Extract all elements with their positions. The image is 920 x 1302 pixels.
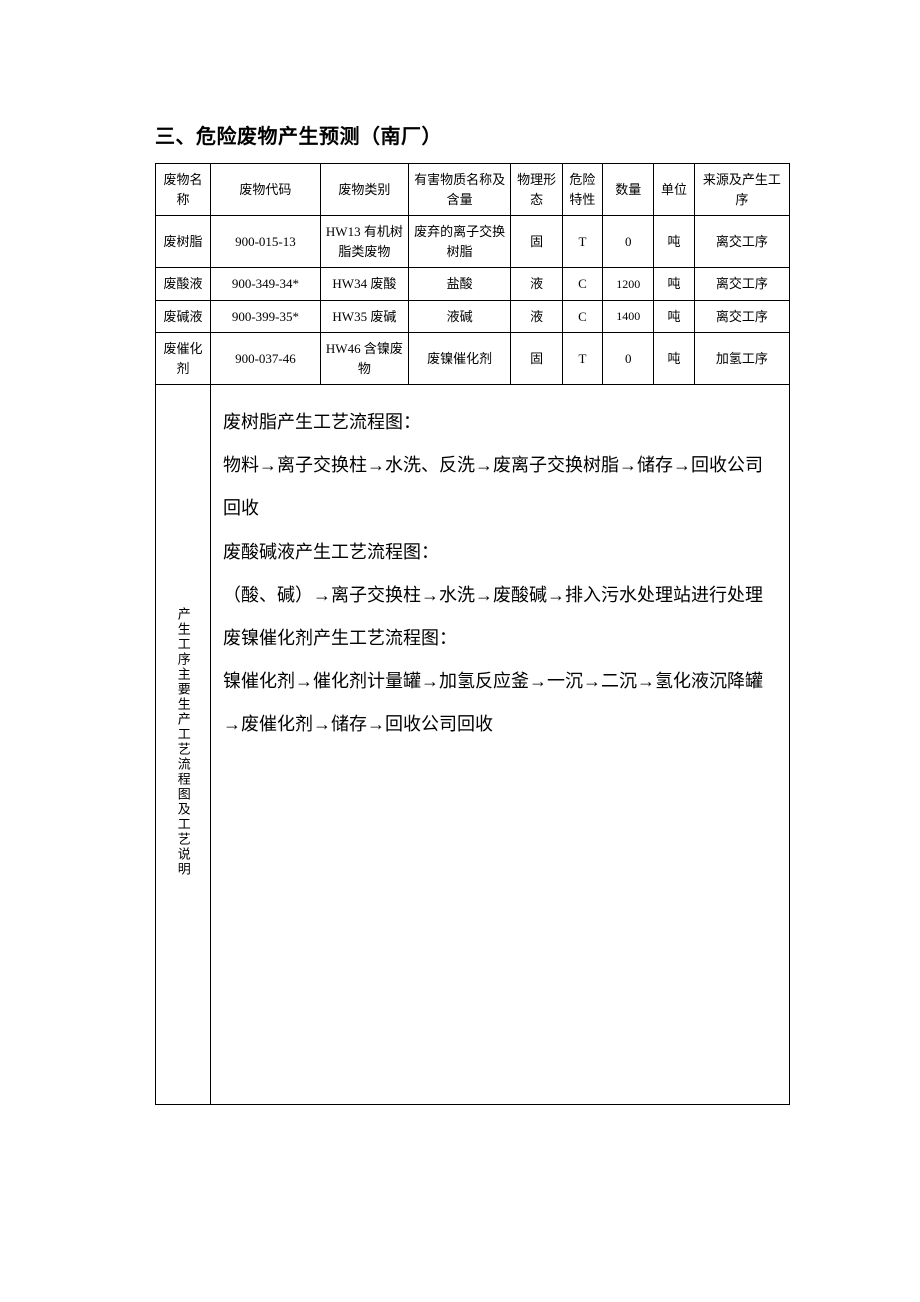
- col-unit: 单位: [654, 164, 694, 216]
- cell-unit: 吨: [654, 216, 694, 268]
- table-row: 废树脂 900-015-13 HW13 有机树脂类废物 废弃的离子交换树脂 固 …: [156, 216, 790, 268]
- col-code: 废物代码: [210, 164, 320, 216]
- cell-form: 液: [511, 300, 562, 333]
- cell-name: 废酸液: [156, 268, 211, 301]
- process-row: 产生工序主要生产工艺流程图及工艺说明 废树脂产生工艺流程图： 物料→离子交换柱→…: [156, 385, 790, 1105]
- table-row: 废碱液 900-399-35* HW35 废碱 液碱 液 C 1400 吨 离交…: [156, 300, 790, 333]
- cell-unit: 吨: [654, 268, 694, 301]
- process-line: 废树脂产生工艺流程图：: [223, 401, 777, 444]
- col-harm: 有害物质名称及含量: [408, 164, 511, 216]
- process-body: 废树脂产生工艺流程图： 物料→离子交换柱→水洗、反洗→废离子交换树脂→储存→回收…: [210, 385, 789, 1105]
- section-heading: 三、危险废物产生预测（南厂）: [155, 120, 790, 149]
- col-cat: 废物类别: [320, 164, 408, 216]
- cell-form: 固: [511, 216, 562, 268]
- cell-haz: T: [562, 333, 602, 385]
- col-name: 废物名称: [156, 164, 211, 216]
- cell-harm: 液碱: [408, 300, 511, 333]
- cell-form: 液: [511, 268, 562, 301]
- document-page: 三、危险废物产生预测（南厂） 废物名称 废物代码 废物类别 有害物质名称及含量 …: [0, 0, 920, 1185]
- table-row: 废酸液 900-349-34* HW34 废酸 盐酸 液 C 1200 吨 离交…: [156, 268, 790, 301]
- cell-cat: HW13 有机树脂类废物: [320, 216, 408, 268]
- waste-table: 废物名称 废物代码 废物类别 有害物质名称及含量 物理形态 危险特性 数量 单位…: [155, 163, 790, 1105]
- cell-haz: C: [562, 268, 602, 301]
- cell-harm: 废弃的离子交换树脂: [408, 216, 511, 268]
- cell-form: 固: [511, 333, 562, 385]
- col-haz: 危险特性: [562, 164, 602, 216]
- cell-cat: HW34 废酸: [320, 268, 408, 301]
- cell-qty: 0: [603, 216, 654, 268]
- process-line: 废酸碱液产生工艺流程图：: [223, 531, 777, 574]
- cell-qty: 1200: [603, 268, 654, 301]
- process-line: （酸、碱）→离子交换柱→水洗→废酸碱→排入污水处理站进行处理: [223, 574, 777, 617]
- process-label: 产生工序主要生产工艺流程图及工艺说明: [173, 597, 193, 887]
- cell-cat: HW35 废碱: [320, 300, 408, 333]
- cell-src: 离交工序: [694, 216, 789, 268]
- cell-cat: HW46 含镍废物: [320, 333, 408, 385]
- cell-code: 900-349-34*: [210, 268, 320, 301]
- process-line: 物料→离子交换柱→水洗、反洗→废离子交换树脂→储存→回收公司回收: [223, 444, 777, 530]
- cell-harm: 废镍催化剂: [408, 333, 511, 385]
- cell-name: 废碱液: [156, 300, 211, 333]
- cell-haz: T: [562, 216, 602, 268]
- header-row: 废物名称 废物代码 废物类别 有害物质名称及含量 物理形态 危险特性 数量 单位…: [156, 164, 790, 216]
- cell-qty: 0: [603, 333, 654, 385]
- cell-unit: 吨: [654, 333, 694, 385]
- cell-haz: C: [562, 300, 602, 333]
- cell-name: 废树脂: [156, 216, 211, 268]
- cell-qty: 1400: [603, 300, 654, 333]
- cell-code: 900-015-13: [210, 216, 320, 268]
- process-line: 镍催化剂→催化剂计量罐→加氢反应釜→一沉→二沉→氢化液沉降罐→废催化剂→储存→回…: [223, 660, 777, 746]
- cell-unit: 吨: [654, 300, 694, 333]
- cell-code: 900-037-46: [210, 333, 320, 385]
- table-row: 废催化剂 900-037-46 HW46 含镍废物 废镍催化剂 固 T 0 吨 …: [156, 333, 790, 385]
- cell-name: 废催化剂: [156, 333, 211, 385]
- cell-src: 离交工序: [694, 300, 789, 333]
- process-label-cell: 产生工序主要生产工艺流程图及工艺说明: [156, 385, 211, 1105]
- col-src: 来源及产生工序: [694, 164, 789, 216]
- col-form: 物理形态: [511, 164, 562, 216]
- cell-src: 离交工序: [694, 268, 789, 301]
- cell-code: 900-399-35*: [210, 300, 320, 333]
- cell-src: 加氢工序: [694, 333, 789, 385]
- cell-harm: 盐酸: [408, 268, 511, 301]
- process-line: 废镍催化剂产生工艺流程图：: [223, 617, 777, 660]
- col-qty: 数量: [603, 164, 654, 216]
